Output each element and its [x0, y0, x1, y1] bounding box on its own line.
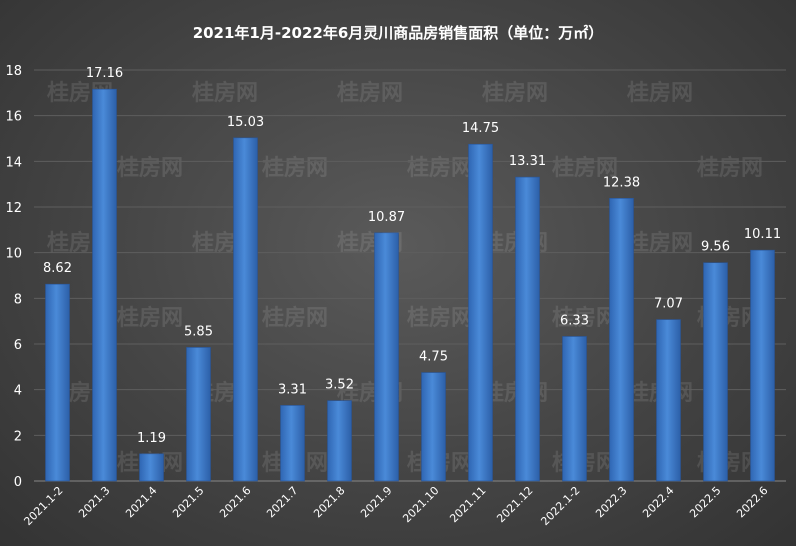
x-tick-label: 2021.9	[358, 484, 394, 520]
watermark-text: 桂房网	[117, 155, 183, 181]
x-tick-label: 2022.5	[687, 484, 723, 520]
y-tick-label: 18	[5, 64, 22, 79]
x-tick-label: 2021.5	[170, 484, 206, 520]
data-label: 17.16	[86, 66, 123, 81]
data-label: 4.75	[419, 350, 448, 365]
bar	[139, 453, 164, 482]
data-label: 12.38	[603, 175, 640, 190]
y-tick-label: 16	[5, 110, 22, 125]
watermark-text: 桂房网	[337, 80, 403, 106]
x-tick-label: 2021.11	[447, 484, 488, 525]
watermark-text: 桂房网	[407, 305, 473, 331]
watermark-text: 桂房网	[697, 155, 763, 181]
watermark-text: 桂房网	[627, 230, 693, 256]
data-label: 5.85	[184, 324, 213, 339]
bar	[186, 347, 211, 482]
x-tick-label: 2021.1-2	[21, 484, 65, 528]
y-tick-label: 10	[5, 247, 22, 262]
y-axis-ticks: 0 2 4 6 8 10 12 14 16 18	[5, 64, 22, 490]
bar	[609, 198, 634, 482]
watermark-text: 桂房网	[552, 305, 618, 331]
watermark-text: 桂房网	[482, 80, 548, 106]
watermark-text: 桂房网	[117, 305, 183, 331]
bar	[327, 400, 352, 482]
x-tick-label: 2021.4	[123, 484, 159, 520]
bar	[468, 143, 493, 482]
bar	[656, 319, 681, 482]
x-axis-ticks: 2021.1-2 2021.3 2021.4 2021.5 2021.6 2021.7 20…	[21, 484, 770, 528]
watermark-text: 桂房网	[627, 80, 693, 106]
watermark-layer: 桂房网 桂房网 桂房网 桂房网 桂房网桂房网 桂房网 桂房网 桂房网 桂房网桂房网 桂房网 桂房网桂…	[47, 80, 763, 476]
data-label: 6.33	[560, 313, 589, 328]
watermark-text: 桂房网	[192, 80, 258, 106]
data-label: 7.07	[654, 297, 683, 312]
gridlines	[34, 69, 786, 482]
y-tick-label: 2	[14, 429, 22, 444]
x-tick-label: 2022.1-2	[538, 484, 582, 528]
y-tick-label: 6	[14, 338, 22, 353]
x-tick-label: 2022.4	[640, 484, 676, 520]
bar	[515, 176, 540, 482]
bar	[374, 232, 399, 482]
data-label: 3.52	[325, 378, 354, 393]
y-tick-label: 8	[14, 292, 22, 307]
bar	[562, 336, 587, 482]
x-tick-label: 2021.10	[400, 484, 441, 525]
watermark-text: 桂房网	[262, 305, 328, 331]
bar	[45, 283, 70, 482]
watermark-text: 桂房网	[407, 155, 473, 181]
bar	[421, 372, 446, 482]
data-label: 1.19	[137, 431, 166, 446]
data-label: 8.62	[43, 261, 72, 276]
y-tick-label: 4	[14, 384, 22, 399]
bar	[280, 405, 305, 482]
watermark-text: 桂房网	[552, 155, 618, 181]
bar	[92, 88, 117, 482]
bars	[45, 88, 775, 482]
data-labels: 8.62 17.16 1.19 5.85 15.03 3.31 3.52 10.87 4.75 1…	[43, 66, 781, 446]
y-tick-label: 0	[14, 475, 22, 490]
x-tick-label: 2021.12	[494, 484, 535, 525]
data-label: 9.56	[701, 240, 730, 255]
data-label: 13.31	[509, 154, 546, 169]
x-tick-label: 2021.3	[76, 484, 112, 520]
chart-title: 2021年1月-2022年6月灵川商品房销售面积（单位：万㎡）	[193, 24, 604, 42]
x-tick-label: 2021.6	[217, 484, 253, 520]
bar	[750, 249, 775, 482]
x-tick-label: 2022.3	[593, 484, 629, 520]
data-label: 15.03	[227, 115, 264, 130]
x-tick-label: 2021.7	[264, 484, 300, 520]
x-tick-label: 2021.8	[311, 484, 347, 520]
data-label: 14.75	[462, 121, 499, 136]
y-tick-label: 14	[5, 155, 22, 170]
bar	[233, 137, 258, 482]
data-label: 10.87	[368, 210, 405, 225]
data-label: 3.31	[278, 382, 307, 397]
y-tick-label: 12	[5, 201, 22, 216]
watermark-text: 桂房网	[262, 155, 328, 181]
x-tick-label: 2022.6	[734, 484, 770, 520]
data-label: 10.11	[744, 227, 781, 242]
bar	[703, 262, 728, 482]
